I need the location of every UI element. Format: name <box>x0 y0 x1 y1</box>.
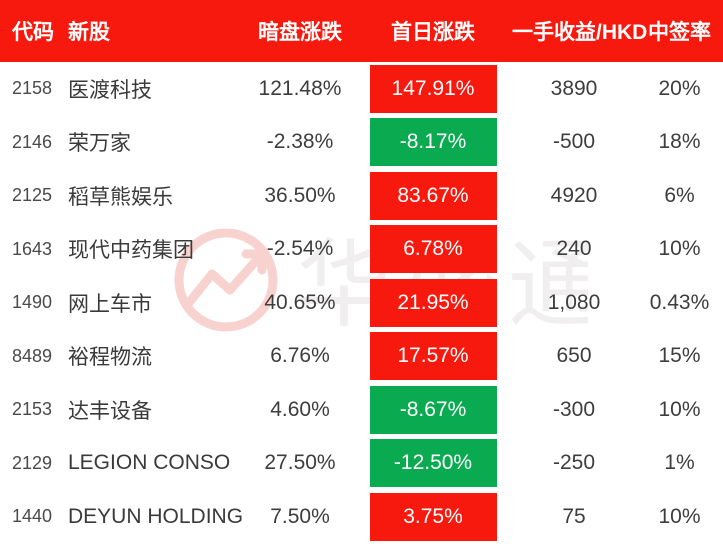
stock-name: 裕程物流 <box>68 346 152 370</box>
stock-code: 2153 <box>12 399 53 420</box>
stock-code: 2158 <box>12 78 53 99</box>
stock-code: 1440 <box>12 506 53 527</box>
allotment-rate: 20% <box>658 76 701 100</box>
first-day-change-badge: 6.78% <box>369 225 497 274</box>
allotment-rate: 6% <box>664 183 695 207</box>
grey-market-change: -2.54% <box>266 237 334 261</box>
allotment-rate: 10% <box>658 397 701 421</box>
header-code: 代码 <box>12 21 54 44</box>
header-allotment-rate: 中签率 <box>648 21 711 44</box>
stock-name: 医渡科技 <box>68 78 152 102</box>
grey-market-change: 121.48% <box>258 76 342 100</box>
first-day-change-badge: -8.17% <box>369 118 497 167</box>
lot-profit: 4920 <box>550 183 598 207</box>
table-row: 2146 荣万家 -2.38% -8.17% -500 18% <box>0 116 723 170</box>
stock-name: LEGION CONSO <box>68 451 231 475</box>
grey-market-change: 7.50% <box>270 504 330 528</box>
allotment-rate: 15% <box>658 344 701 368</box>
grey-market-change: 36.50% <box>264 183 336 207</box>
lot-profit: 650 <box>556 344 592 368</box>
lot-profit: -250 <box>552 451 596 475</box>
grey-market-change: 4.60% <box>270 397 330 421</box>
table-row: 1490 网上车市 40.65% 21.95% 1,080 0.43% <box>0 276 723 330</box>
grey-market-change: 6.76% <box>270 344 330 368</box>
table-row: 2125 稻草熊娱乐 36.50% 83.67% 4920 6% <box>0 169 723 223</box>
lot-profit: 3890 <box>550 76 598 100</box>
lot-profit: 240 <box>556 237 592 261</box>
first-day-change-badge: 3.75% <box>369 492 497 541</box>
lot-profit: 1,080 <box>547 290 601 314</box>
allotment-rate: 18% <box>658 130 701 154</box>
stock-code: 2129 <box>12 452 53 473</box>
stock-name: 现代中药集团 <box>68 239 194 263</box>
table-row: 1440 DEYUN HOLDING 7.50% 3.75% 75 10% <box>0 490 723 544</box>
table-row: 8489 裕程物流 6.76% 17.57% 650 15% <box>0 330 723 384</box>
stock-name: DEYUN HOLDING <box>68 504 244 528</box>
first-day-change-badge: -12.50% <box>369 439 497 488</box>
grey-market-change: 40.65% <box>264 290 336 314</box>
stock-code: 1643 <box>12 238 53 259</box>
lot-profit: 75 <box>562 504 586 528</box>
grey-market-change: 27.50% <box>264 451 336 475</box>
stock-name: 网上车市 <box>68 292 152 316</box>
table-header: 代码 新股 暗盘涨跌 首日涨跌 一手收益/HKD 中签率 <box>0 0 723 62</box>
table-row: 2129 LEGION CONSO 27.50% -12.50% -250 1% <box>0 437 723 491</box>
table-row: 2158 医渡科技 121.48% 147.91% 3890 20% <box>0 62 723 116</box>
stock-name: 稻草熊娱乐 <box>68 185 173 209</box>
allotment-rate: 1% <box>664 451 695 475</box>
stock-code: 2125 <box>12 185 53 206</box>
stock-name: 荣万家 <box>68 132 131 156</box>
stock-code: 8489 <box>12 345 53 366</box>
allotment-rate: 10% <box>658 237 701 261</box>
table-body: 2158 医渡科技 121.48% 147.91% 3890 20% 2146 … <box>0 62 723 544</box>
stock-code: 2146 <box>12 131 53 152</box>
stock-name: 达丰设备 <box>68 399 152 423</box>
header-first-day-change: 首日涨跌 <box>391 21 475 44</box>
header-stock-name: 新股 <box>68 21 110 44</box>
allotment-rate: 0.43% <box>649 290 710 314</box>
first-day-change-badge: 147.91% <box>369 64 497 113</box>
first-day-change-badge: -8.67% <box>369 385 497 434</box>
grey-market-change: -2.38% <box>266 130 334 154</box>
first-day-change-badge: 17.57% <box>369 332 497 381</box>
lot-profit: -300 <box>552 397 596 421</box>
first-day-change-badge: 83.67% <box>369 171 497 220</box>
first-day-change-badge: 21.95% <box>369 278 497 327</box>
stock-code: 1490 <box>12 292 53 313</box>
lot-profit: -500 <box>552 130 596 154</box>
header-grey-market-change: 暗盘涨跌 <box>258 21 342 44</box>
table-row: 2153 达丰设备 4.60% -8.67% -300 10% <box>0 383 723 437</box>
allotment-rate: 10% <box>658 504 701 528</box>
table-row: 1643 现代中药集团 -2.54% 6.78% 240 10% <box>0 223 723 277</box>
header-lot-profit-hkd: 一手收益/HKD <box>512 21 648 44</box>
